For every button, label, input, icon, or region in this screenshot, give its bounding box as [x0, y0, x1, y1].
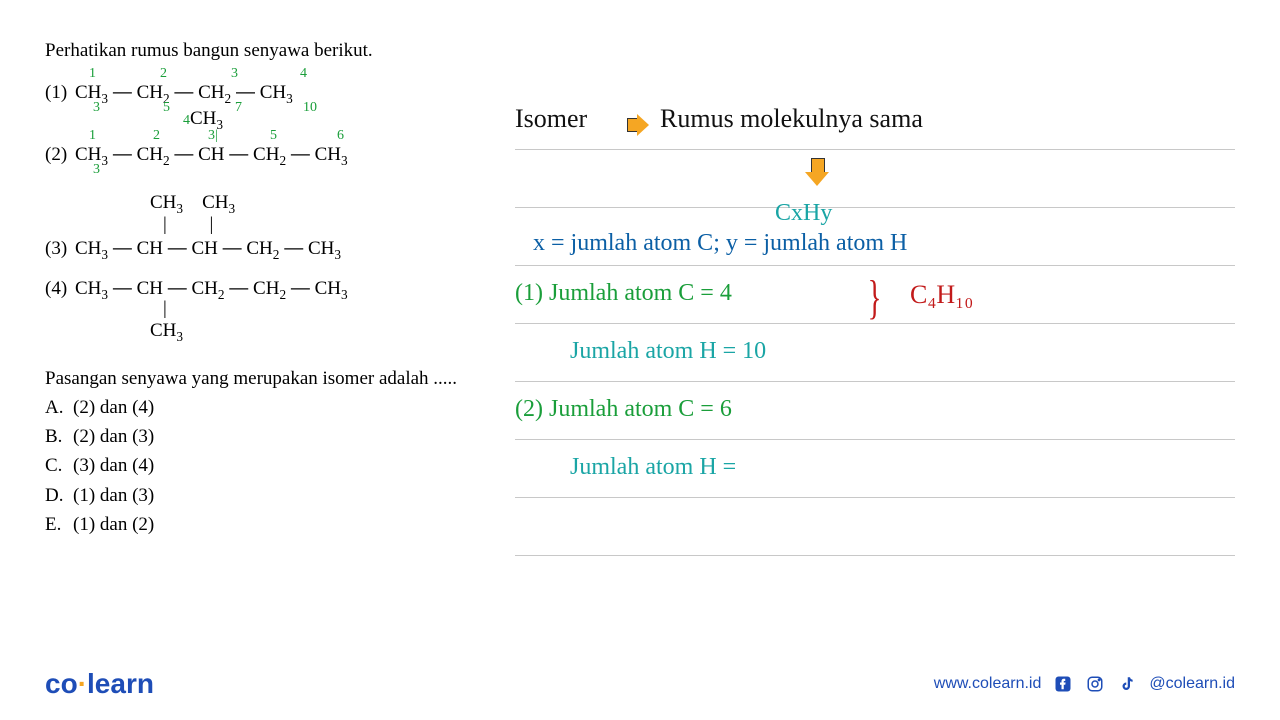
question-panel: Perhatikan rumus bangun senyawa berikut.…	[45, 40, 515, 660]
footer-right: www.colearn.id @colearn.id	[934, 674, 1235, 694]
footer: co·learn www.colearn.id @colearn.id	[45, 668, 1235, 700]
options-list: A.(2) dan (4) B.(2) dan (3) C.(3) dan (4…	[45, 393, 515, 540]
formula-4: (4) CH3 — CH — CH2 — CH2 — CH3 | CH3	[45, 276, 515, 356]
note-xy-def: x = jumlah atom C; y = jumlah atom H	[533, 230, 907, 257]
option-b: B.(2) dan (3)	[45, 422, 515, 451]
option-a: A.(2) dan (4)	[45, 393, 515, 422]
brace-icon: }	[868, 270, 882, 325]
note-c4h10: C₄H₁₀	[910, 280, 973, 310]
note-2-h: Jumlah atom H =	[570, 454, 736, 481]
instagram-icon	[1085, 674, 1105, 694]
note-rumus-sama: Rumus molekulnya sama	[660, 104, 923, 134]
logo-dot: ·	[78, 668, 87, 699]
note-1-c: (1) Jumlah atom C = 4	[515, 280, 732, 307]
question-prompt: Pasangan senyawa yang merupakan isomer a…	[45, 366, 515, 393]
option-d: D.(1) dan (3)	[45, 481, 515, 510]
option-e: E.(1) dan (2)	[45, 510, 515, 539]
tiktok-icon	[1117, 674, 1137, 694]
note-2-c: (2) Jumlah atom C = 6	[515, 396, 732, 423]
note-1-h: Jumlah atom H = 10	[570, 338, 766, 365]
brand-logo: co·learn	[45, 668, 154, 700]
footer-url: www.colearn.id	[934, 675, 1042, 693]
formula-2: 1 2 3| 5 6 (2) CH3 — CH2 — CH — CH2 — CH…	[45, 130, 515, 192]
arrow-right-icon	[625, 114, 649, 134]
arrow-down-icon	[805, 158, 827, 186]
facebook-icon	[1053, 674, 1073, 694]
formula-3: CH3 CH3 | | (3) CH3 — CH — CH — CH2 — CH…	[45, 192, 515, 266]
notes-panel: Isomer Rumus molekulnya sama CxHy x = ju…	[515, 40, 1235, 660]
question-title: Perhatikan rumus bangun senyawa berikut.	[45, 40, 515, 62]
formula-1: 1 2 3 4 (1) CH3 — CH2 — CH2 — CH3 3 5 7 …	[45, 68, 515, 130]
option-c: C.(3) dan (4)	[45, 451, 515, 480]
ruled-lines: Isomer Rumus molekulnya sama CxHy x = ju…	[515, 92, 1235, 556]
note-isomer: Isomer	[515, 104, 587, 134]
note-cxhy: CxHy	[775, 200, 832, 227]
footer-handle: @colearn.id	[1149, 675, 1235, 693]
